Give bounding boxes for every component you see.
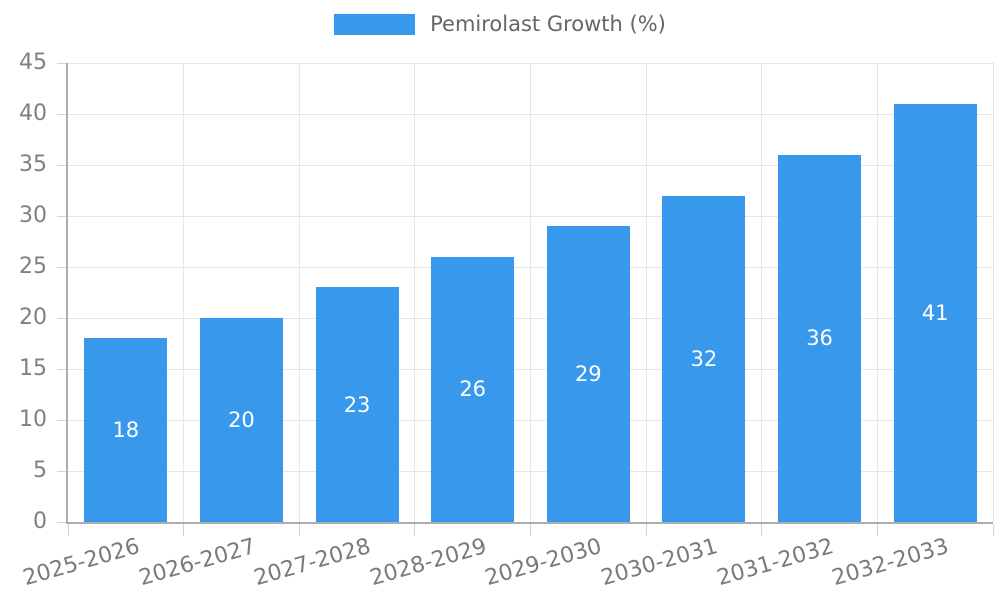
gridline-vertical [761,63,763,522]
y-axis-tick-label: 5 [33,458,47,483]
gridline-vertical [183,63,185,522]
legend-label: Pemirolast Growth (%) [430,12,666,36]
y-axis-tick-label: 10 [19,407,47,432]
y-axis-tick-label: 45 [19,50,47,75]
legend-swatch [334,13,416,35]
x-axis-tick [414,524,416,536]
gridline-vertical [414,63,416,522]
y-axis-tick [57,368,68,370]
y-axis-line [66,63,68,524]
y-axis-tick-label: 40 [19,101,47,126]
bar: 23 [315,287,399,522]
gridline-vertical [992,63,994,522]
y-axis-tick [57,62,68,64]
x-axis-category-label: 2028-2029 [367,534,490,592]
y-axis-tick-label: 30 [19,203,47,228]
bar-value-label: 32 [690,346,718,371]
bar: 41 [893,103,977,522]
x-axis-category-label: 2031-2032 [714,534,837,592]
x-axis-category-label: 2026-2027 [135,534,259,592]
bar-value-label: 20 [228,408,255,432]
y-axis-tick-label: 15 [19,356,47,381]
bar-value-label: 29 [574,362,602,387]
y-axis-tick [57,164,68,166]
x-axis-tick [645,524,647,536]
bar: 18 [84,338,168,522]
bar: 26 [431,256,515,522]
x-axis-tick [530,524,531,536]
bar: 29 [546,226,630,522]
x-axis-category-label: 2030-2031 [598,534,721,592]
bar-value-label: 23 [343,392,371,417]
bar: 36 [778,154,862,522]
y-axis-tick-label: 0 [33,509,47,534]
gridline-vertical [298,63,300,522]
y-axis-tick [57,521,68,523]
bar-value-label: 41 [921,300,949,325]
x-axis-tick [183,524,185,536]
gridline-vertical [876,63,878,522]
x-axis-tick [761,524,763,536]
bar: 32 [662,195,746,522]
y-axis-tick [57,266,68,268]
bar-value-label: 36 [806,326,833,351]
y-axis-tick [57,317,68,319]
gridline-vertical [645,63,647,522]
y-axis-tick [57,215,68,217]
y-axis-tick-label: 20 [19,305,47,330]
y-axis-tick [57,419,68,421]
x-axis-tick [876,524,878,536]
x-axis-category-label: 2027-2028 [251,534,374,592]
y-axis-tick-label: 35 [19,152,47,177]
x-axis-tick [298,524,300,536]
y-axis-tick-label: 25 [19,254,47,279]
x-axis-category-label: 2025-2026 [20,534,143,592]
gridline-vertical [530,63,531,522]
x-axis-category-label: 2029-2030 [482,534,605,592]
bar: 20 [199,318,283,522]
chart-legend[interactable]: Pemirolast Growth (%) [0,12,1000,36]
y-axis-tick [57,470,68,472]
x-axis-tick [67,524,69,536]
x-axis-line [66,522,993,524]
bar-value-label: 18 [112,418,140,443]
y-axis-tick [57,113,68,115]
x-axis-tick [992,524,994,536]
x-axis-category-label: 2032-2033 [829,534,952,592]
bar-value-label: 26 [459,377,487,402]
